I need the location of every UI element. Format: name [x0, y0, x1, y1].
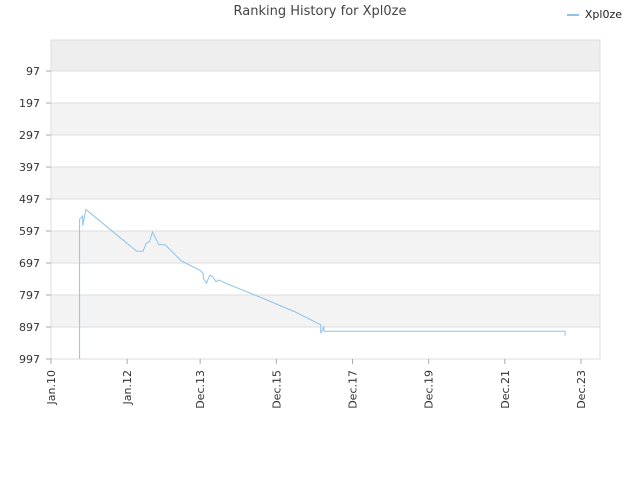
- x-tick-label: Dec.21: [499, 370, 512, 409]
- y-tick-label: 797: [19, 289, 40, 302]
- x-tick-label: Dec.17: [346, 370, 359, 409]
- chart-title: Ranking History for Xpl0ze: [233, 4, 407, 19]
- y-tick-label: 897: [19, 321, 40, 334]
- grid-band: [51, 167, 600, 200]
- x-tick-label: Dec.23: [575, 370, 588, 409]
- series-line: [79, 208, 566, 359]
- grid-band: [51, 40, 600, 72]
- grid-band: [51, 295, 600, 328]
- grid-band: [51, 103, 600, 136]
- legend-label: Xpl0ze: [584, 8, 622, 21]
- x-tick-label: Jan.12: [121, 370, 134, 405]
- y-tick-label: 397: [19, 161, 40, 174]
- x-tick-label: Dec.13: [194, 370, 207, 409]
- x-tick-label: Jan.10: [45, 370, 58, 405]
- x-tick-label: Dec.19: [423, 370, 436, 409]
- y-tick-label: 597: [19, 225, 40, 238]
- y-tick-label: 197: [19, 97, 40, 110]
- y-tick-label: 497: [19, 193, 40, 206]
- x-tick-label: Dec.15: [270, 370, 283, 409]
- y-tick-label: 297: [19, 129, 40, 142]
- legend: Xpl0ze: [566, 8, 622, 21]
- grid-band: [51, 231, 600, 264]
- y-tick-label: 697: [19, 257, 40, 270]
- y-tick-label: 997: [19, 353, 40, 366]
- y-tick-label: 97: [26, 65, 40, 78]
- legend-swatch: [566, 13, 579, 16]
